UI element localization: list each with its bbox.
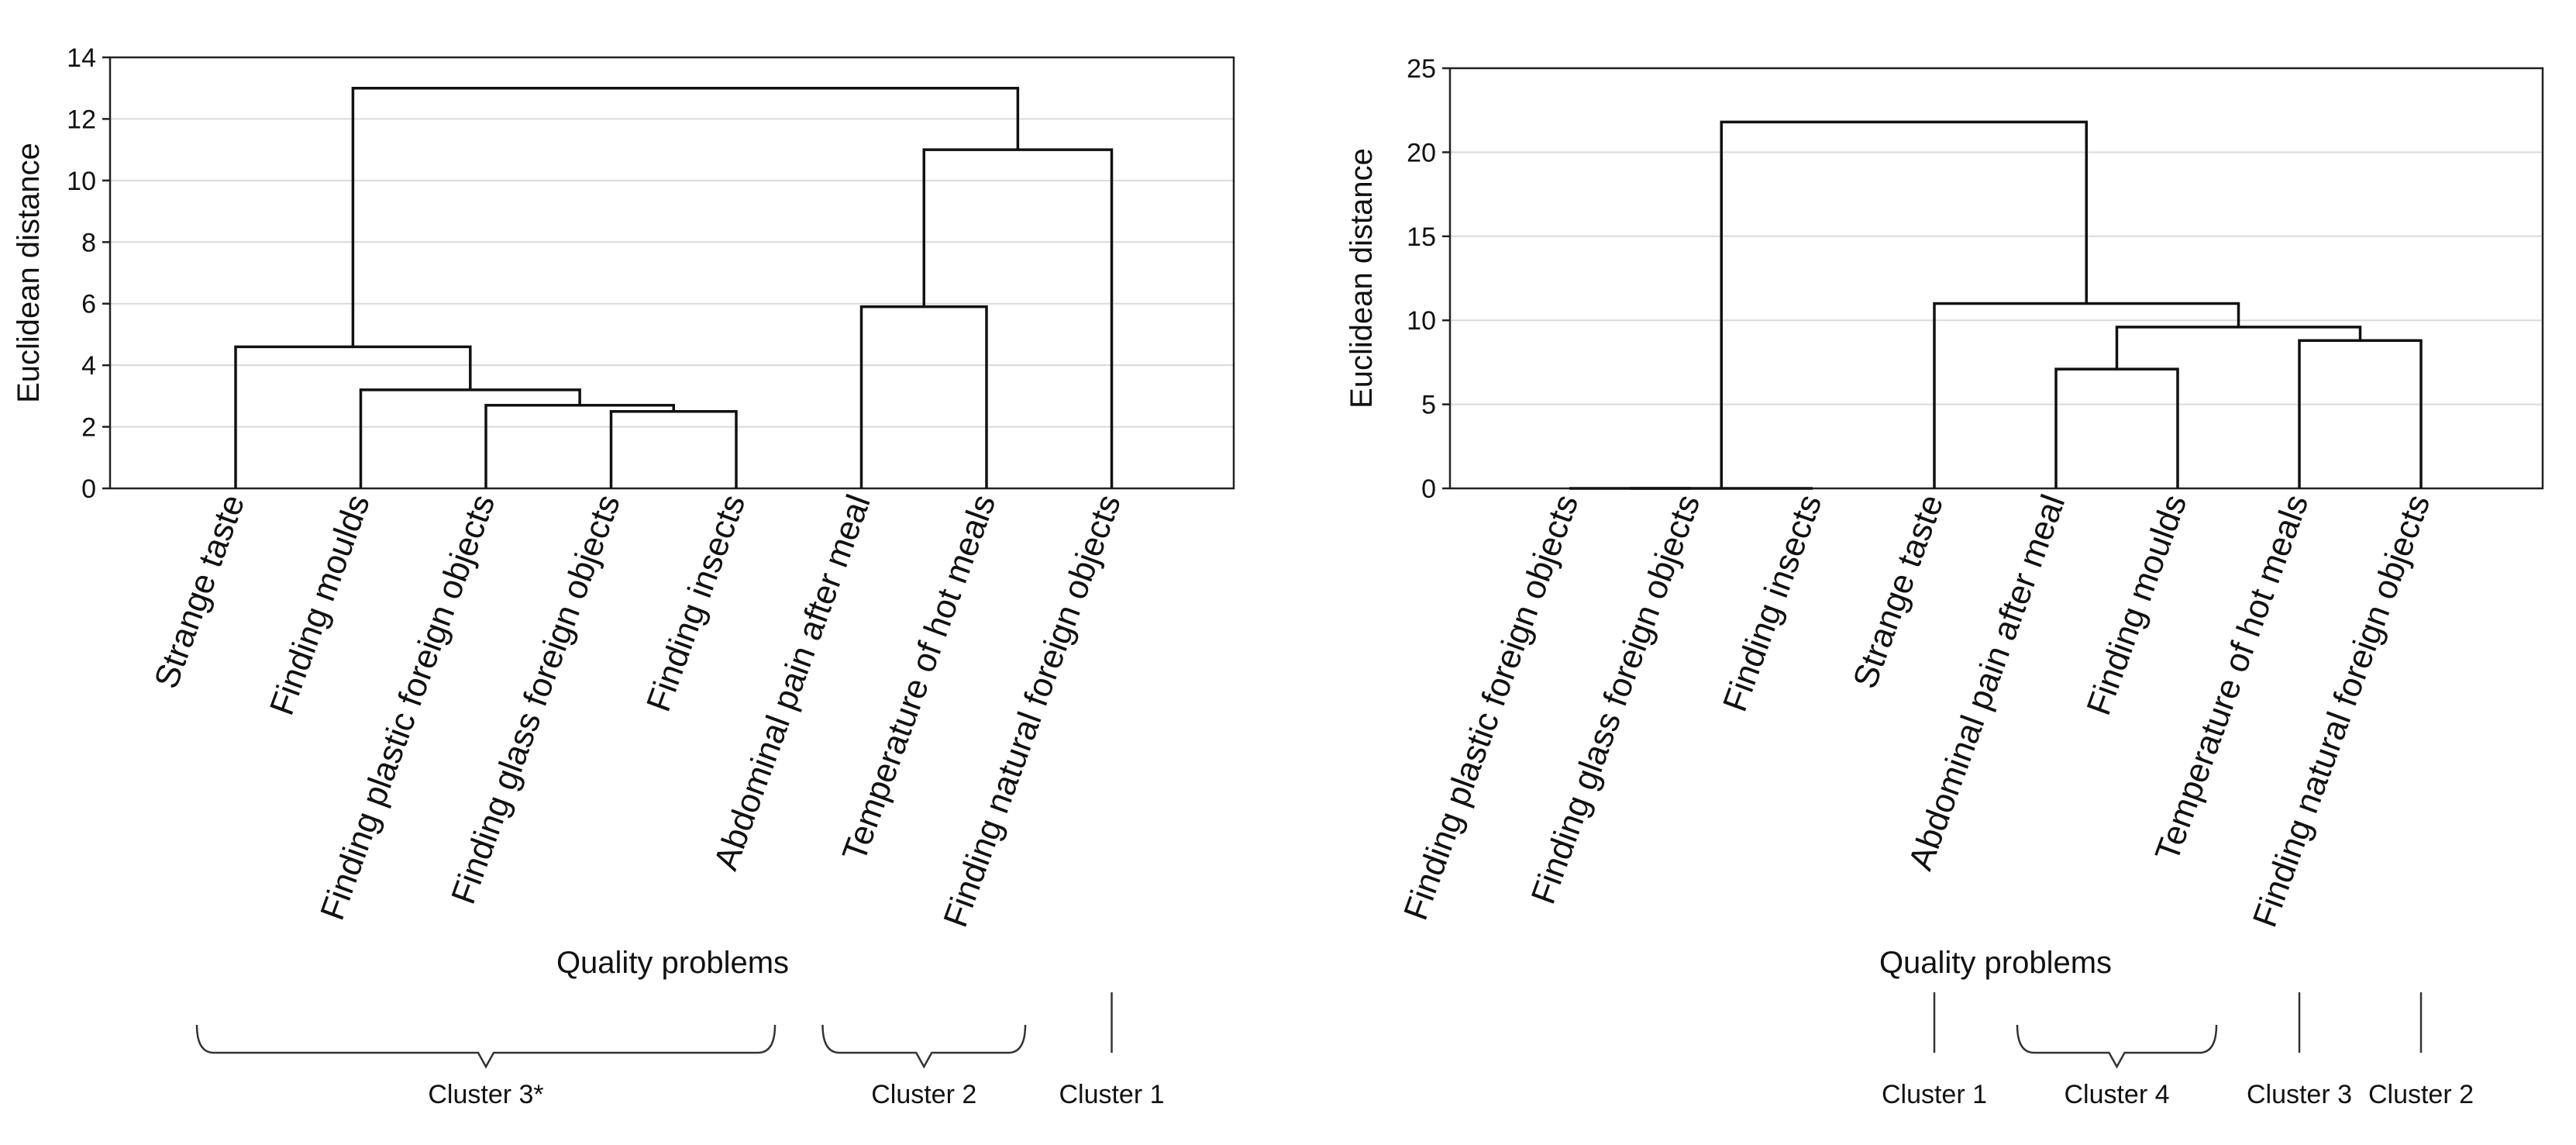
plot-frame <box>108 56 1235 490</box>
y-tick-label: 20 <box>1407 138 1436 167</box>
y-tick-label: 25 <box>1407 54 1436 84</box>
cluster-label: Cluster 3* <box>428 1080 543 1109</box>
y-tick-label: 0 <box>1421 474 1436 504</box>
cluster-brace <box>821 1024 1027 1069</box>
cluster-brace <box>195 1024 777 1069</box>
dendrogram-link <box>2298 339 2423 488</box>
y-tick-label: 12 <box>67 105 96 134</box>
cluster-label: Cluster 3 <box>2247 1080 2352 1109</box>
x-axis-label: Quality problems <box>556 946 789 980</box>
y-tick-label: 2 <box>81 413 96 443</box>
y-axis-label: Euclidean distance <box>12 143 46 403</box>
dendrogram-link <box>484 404 675 488</box>
y-tick-label: 8 <box>81 228 96 257</box>
leaf-label: Finding moulds <box>2079 490 2194 720</box>
dendrogram-link <box>609 409 738 488</box>
y-tick-label: 0 <box>81 474 96 504</box>
cluster-label: Cluster 2 <box>871 1080 976 1109</box>
y-tick-label: 14 <box>67 43 96 73</box>
dendrogram-link <box>922 148 1114 488</box>
dendrogram-link <box>234 345 472 488</box>
y-tick-label: 15 <box>1407 222 1436 252</box>
plot-frame <box>1448 67 2544 490</box>
dendrogram-link <box>1720 120 2088 488</box>
y-tick-label: 4 <box>81 351 96 381</box>
y-axis-label: Euclidean distance <box>1345 148 1379 409</box>
y-tick-label: 5 <box>1421 391 1436 420</box>
leaf-label: Finding insects <box>1716 490 1829 717</box>
leaf-label: Strange taste <box>147 490 253 694</box>
dendrogram-link <box>1933 302 2240 488</box>
x-axis-label: Quality problems <box>1879 946 2112 980</box>
cluster-label: Cluster 2 <box>2368 1080 2474 1109</box>
cluster-brace <box>2016 1024 2218 1069</box>
leaf-label: Strange taste <box>1846 490 1951 694</box>
y-tick-label: 10 <box>1407 306 1436 336</box>
leaf-label: Finding insects <box>639 490 752 717</box>
cluster-label: Cluster 1 <box>1882 1080 1987 1109</box>
dendrogram-link <box>351 86 1020 347</box>
dendrogram-chart-1: 0 2 4 6 8 10 12 14 Euclidean distance Strange tas… <box>12 43 1235 1109</box>
cluster-label: Cluster 4 <box>2064 1080 2169 1109</box>
dendrogram-link <box>2054 367 2179 488</box>
cluster-label: Cluster 1 <box>1059 1080 1164 1109</box>
y-tick-label: 10 <box>67 167 96 196</box>
leaf-label: Finding moulds <box>263 490 377 720</box>
dendrogram-link <box>859 305 988 488</box>
dendrogram-link <box>2115 326 2362 370</box>
y-tick-label: 6 <box>81 290 96 319</box>
